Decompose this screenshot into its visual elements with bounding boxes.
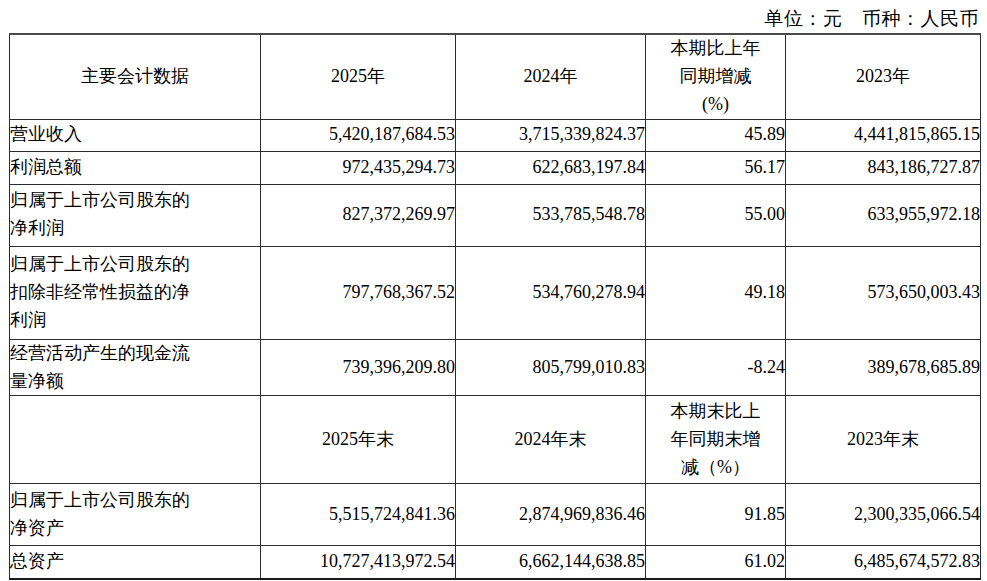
table-row-operating-revenue: 营业收入 5,420,187,684.53 3,715,339,824.37 4… xyxy=(10,119,981,151)
value-yoy-pct: 49.18 xyxy=(646,246,786,339)
header-2024: 2024年 xyxy=(456,34,646,119)
value-2023-end: 2,300,335,066.54 xyxy=(786,484,981,546)
value-period-end-pct: 91.85 xyxy=(646,484,786,546)
table-row-net-profit-excl-nonrecurring: 归属于上市公司股东的 扣除非经常性损益的净 利润 797,768,367.52 … xyxy=(10,246,981,339)
value-2025: 827,372,269.97 xyxy=(261,184,456,246)
row-label: 归属于上市公司股东的 净利润 xyxy=(10,184,261,246)
header-main-accounting-data: 主要会计数据 xyxy=(10,34,261,119)
row-label: 归属于上市公司股东的 净资产 xyxy=(10,484,261,546)
table-row-net-assets-attributable: 归属于上市公司股东的 净资产 5,515,724,841.36 2,874,96… xyxy=(10,484,981,546)
value-2023: 4,441,815,865.15 xyxy=(786,119,981,151)
value-period-end-pct: 61.02 xyxy=(646,546,786,579)
header-2023-end: 2023年末 xyxy=(786,396,981,484)
table-row-operating-cash-flow: 经营活动产生的现金流 量净额 739,396,209.80 805,799,01… xyxy=(10,339,981,396)
value-2024: 534,760,278.94 xyxy=(456,246,646,339)
value-yoy-pct: 45.89 xyxy=(646,119,786,151)
value-2023: 389,678,685.89 xyxy=(786,339,981,396)
value-2023: 843,186,727.87 xyxy=(786,151,981,184)
value-2024: 3,715,339,824.37 xyxy=(456,119,646,151)
row-label: 利润总额 xyxy=(10,151,261,184)
header-yoy-change-pct: 本期比上年 同期增减 (%) xyxy=(646,34,786,119)
value-2024-end: 2,874,969,836.46 xyxy=(456,484,646,546)
header-2025-end: 2025年末 xyxy=(261,396,456,484)
value-2025: 5,420,187,684.53 xyxy=(261,119,456,151)
value-2025-end: 5,515,724,841.36 xyxy=(261,484,456,546)
value-2025: 739,396,209.80 xyxy=(261,339,456,396)
value-yoy-pct: 55.00 xyxy=(646,184,786,246)
header-2023: 2023年 xyxy=(786,34,981,119)
row-label: 归属于上市公司股东的 扣除非经常性损益的净 利润 xyxy=(10,246,261,339)
header-2024-end: 2024年末 xyxy=(456,396,646,484)
header-period-end-change-pct: 本期末比上 年同期末增 减（%） xyxy=(646,396,786,484)
value-yoy-pct: 56.17 xyxy=(646,151,786,184)
value-2024: 533,785,548.78 xyxy=(456,184,646,246)
value-2024-end: 6,662,144,638.85 xyxy=(456,546,646,579)
value-2023: 633,955,972.18 xyxy=(786,184,981,246)
table-row-total-profit: 利润总额 972,435,294.73 622,683,197.84 56.17… xyxy=(10,151,981,184)
value-2025-end: 10,727,413,972.54 xyxy=(261,546,456,579)
key-accounting-data-table: 主要会计数据 2025年 2024年 本期比上年 同期增减 (%) 2023年 … xyxy=(9,33,981,580)
value-2025: 972,435,294.73 xyxy=(261,151,456,184)
financial-report-page: 单位：元 币种：人民币 主要会计数据 2025年 2024年 本期比上年 同期增… xyxy=(0,0,987,581)
value-2023: 573,650,003.43 xyxy=(786,246,981,339)
table-row-total-assets: 总资产 10,727,413,972.54 6,662,144,638.85 6… xyxy=(10,546,981,579)
table-row-net-profit-attributable: 归属于上市公司股东的 净利润 827,372,269.97 533,785,54… xyxy=(10,184,981,246)
table-header-row-period: 主要会计数据 2025年 2024年 本期比上年 同期增减 (%) 2023年 xyxy=(10,34,981,119)
unit-currency-note: 单位：元 币种：人民币 xyxy=(765,6,980,32)
value-2024: 805,799,010.83 xyxy=(456,339,646,396)
value-yoy-pct: -8.24 xyxy=(646,339,786,396)
value-2025: 797,768,367.52 xyxy=(261,246,456,339)
row-label: 总资产 xyxy=(10,546,261,579)
row-label: 经营活动产生的现金流 量净额 xyxy=(10,339,261,396)
value-2023-end: 6,485,674,572.83 xyxy=(786,546,981,579)
header-2025: 2025年 xyxy=(261,34,456,119)
row-label: 营业收入 xyxy=(10,119,261,151)
header-empty xyxy=(10,396,261,484)
value-2024: 622,683,197.84 xyxy=(456,151,646,184)
table-header-row-period-end: 2025年末 2024年末 本期末比上 年同期末增 减（%） 2023年末 xyxy=(10,396,981,484)
